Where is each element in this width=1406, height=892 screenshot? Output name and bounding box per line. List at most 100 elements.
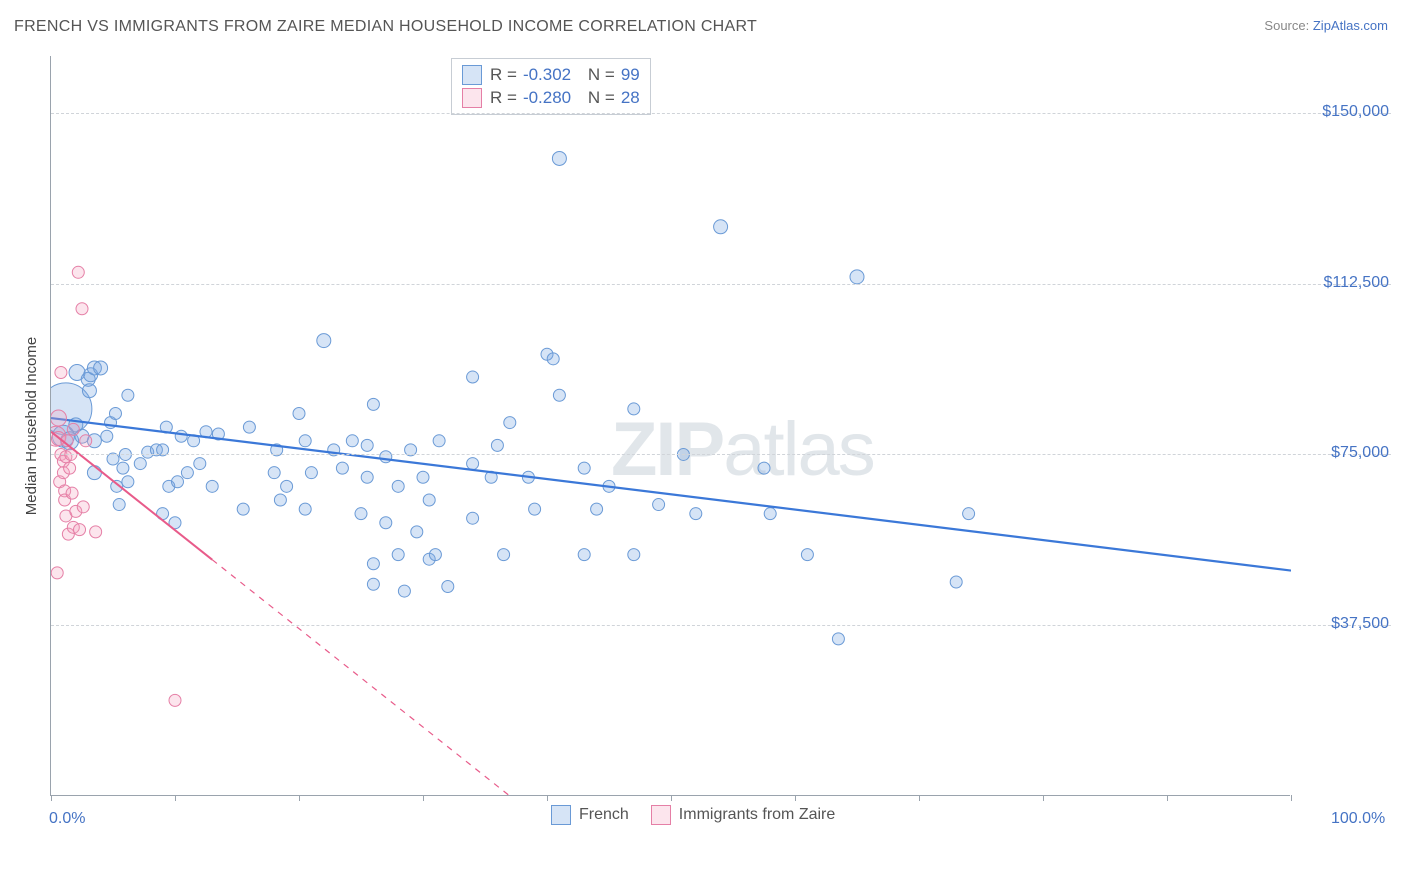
data-point bbox=[67, 423, 79, 435]
data-point bbox=[380, 451, 392, 463]
data-point bbox=[355, 508, 367, 520]
data-point bbox=[541, 348, 553, 360]
data-point bbox=[429, 549, 441, 561]
data-point bbox=[90, 526, 102, 538]
data-point bbox=[963, 508, 975, 520]
data-point bbox=[392, 549, 404, 561]
data-point bbox=[122, 476, 134, 488]
data-point bbox=[81, 372, 95, 386]
data-point bbox=[51, 567, 63, 579]
legend-swatch-french bbox=[462, 65, 482, 85]
r-label: R = bbox=[490, 65, 517, 85]
data-point bbox=[54, 476, 66, 488]
data-point bbox=[423, 494, 435, 506]
data-point bbox=[51, 432, 65, 446]
data-point bbox=[293, 407, 305, 419]
data-point bbox=[417, 471, 429, 483]
source-credit: Source: ZipAtlas.com bbox=[1264, 18, 1388, 33]
chart-title: FRENCH VS IMMIGRANTS FROM ZAIRE MEDIAN H… bbox=[14, 18, 757, 36]
data-point bbox=[529, 503, 541, 515]
r-label: R = bbox=[490, 88, 517, 108]
data-point bbox=[578, 549, 590, 561]
data-point bbox=[169, 694, 181, 706]
data-point bbox=[61, 435, 73, 447]
watermark: ZIPatlas bbox=[611, 406, 874, 493]
legend-label: Immigrants from Zaire bbox=[679, 806, 835, 824]
data-point bbox=[84, 368, 98, 382]
data-point bbox=[423, 553, 435, 565]
trend-line-dashed bbox=[212, 560, 510, 796]
data-point bbox=[57, 467, 69, 479]
n-label: N = bbox=[588, 65, 615, 85]
data-point bbox=[111, 480, 123, 492]
legend-row: R = -0.302 N = 99 bbox=[462, 65, 640, 85]
data-point bbox=[51, 410, 66, 426]
x-tick bbox=[299, 795, 300, 801]
gridline bbox=[51, 113, 1391, 114]
data-point bbox=[57, 455, 69, 467]
data-point bbox=[142, 446, 154, 458]
data-point bbox=[299, 503, 311, 515]
x-tick bbox=[671, 795, 672, 801]
source-link[interactable]: ZipAtlas.com bbox=[1313, 18, 1388, 33]
data-point bbox=[51, 383, 92, 435]
legend-text: R = -0.280 N = 28 bbox=[490, 88, 640, 108]
series-legend: French Immigrants from Zaire bbox=[551, 805, 835, 825]
x-tick bbox=[175, 795, 176, 801]
data-point bbox=[299, 435, 311, 447]
data-point bbox=[61, 432, 79, 450]
data-point bbox=[380, 517, 392, 529]
x-tick bbox=[51, 795, 52, 801]
data-point bbox=[87, 361, 101, 375]
data-point bbox=[82, 384, 96, 398]
data-point bbox=[77, 501, 89, 513]
data-point bbox=[553, 389, 565, 401]
legend-row: R = -0.280 N = 28 bbox=[462, 88, 640, 108]
x-tick bbox=[1043, 795, 1044, 801]
legend-label: French bbox=[579, 806, 629, 824]
data-point bbox=[94, 361, 108, 375]
x-max-label: 100.0% bbox=[1331, 810, 1385, 828]
data-point bbox=[305, 467, 317, 479]
data-point bbox=[392, 480, 404, 492]
data-point bbox=[117, 462, 129, 474]
data-point bbox=[169, 517, 181, 529]
data-point bbox=[113, 499, 125, 511]
data-point bbox=[237, 503, 249, 515]
r-value: -0.302 bbox=[523, 65, 571, 85]
data-point bbox=[547, 353, 559, 365]
data-point bbox=[950, 576, 962, 588]
data-point bbox=[66, 487, 78, 499]
data-point bbox=[194, 458, 206, 470]
data-point bbox=[160, 421, 172, 433]
data-point bbox=[157, 508, 169, 520]
data-point bbox=[274, 494, 286, 506]
y-tick-label: $37,500 bbox=[1299, 615, 1389, 633]
data-point bbox=[200, 426, 212, 438]
legend-text: R = -0.302 N = 99 bbox=[490, 65, 640, 85]
y-tick-label: $112,500 bbox=[1299, 274, 1389, 292]
data-point bbox=[62, 528, 74, 540]
data-point bbox=[80, 435, 92, 447]
y-axis-label: Median Household Income bbox=[23, 337, 40, 515]
data-point bbox=[60, 451, 72, 463]
data-point bbox=[653, 499, 665, 511]
data-point bbox=[87, 434, 101, 448]
data-point bbox=[181, 467, 193, 479]
data-point bbox=[442, 581, 454, 593]
legend-item: Immigrants from Zaire bbox=[651, 805, 835, 825]
data-point bbox=[105, 417, 117, 429]
gridline bbox=[51, 284, 1391, 285]
data-point bbox=[59, 485, 71, 497]
data-point bbox=[51, 426, 66, 446]
x-tick bbox=[919, 795, 920, 801]
n-value: 99 bbox=[621, 65, 640, 85]
data-point bbox=[109, 407, 121, 419]
legend-swatch-zaire bbox=[462, 88, 482, 108]
r-value: -0.280 bbox=[523, 88, 571, 108]
data-point bbox=[268, 467, 280, 479]
data-point bbox=[467, 512, 479, 524]
plot-area: ZIPatlas R = -0.302 N = 99 R = -0.280 bbox=[50, 56, 1290, 796]
data-point bbox=[175, 430, 187, 442]
data-point bbox=[578, 462, 590, 474]
